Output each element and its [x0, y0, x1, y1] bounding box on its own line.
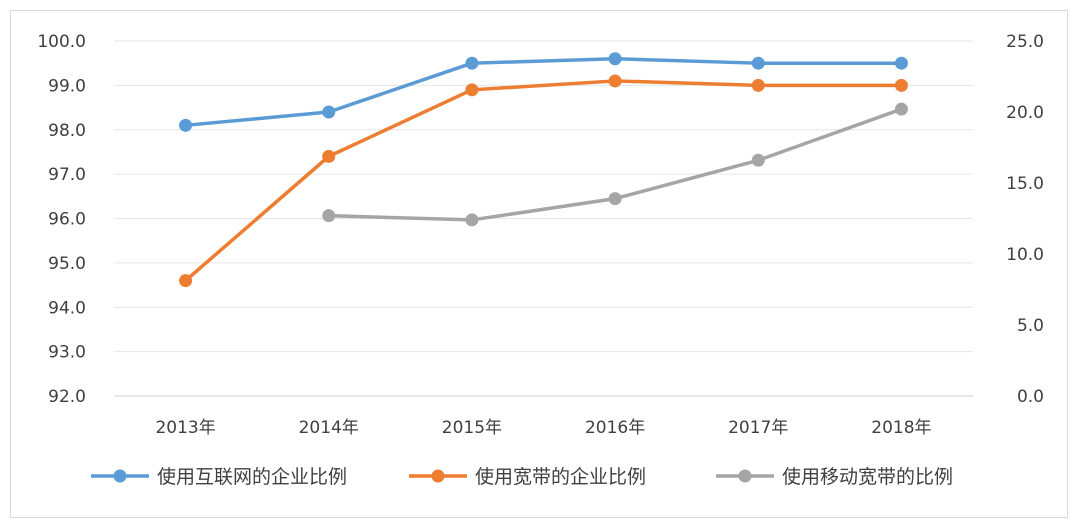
series-1-point — [894, 56, 908, 70]
legend-label: 使用移动宽带的比例 — [782, 466, 953, 488]
series-line-1 — [185, 57, 902, 128]
legend-label: 使用互联网的企业比例 — [157, 466, 347, 488]
y-right-tick-label: 20.0 — [1006, 103, 1044, 123]
series-1-point — [465, 56, 479, 70]
series-3-point — [751, 153, 765, 167]
series-3-point — [608, 192, 622, 206]
y-left-tick-label: 98.0 — [48, 121, 86, 141]
legend-swatch-marker — [113, 469, 127, 483]
right-y-axis: 0.0 5.0 10.0 15.0 20.0 25.0 — [1006, 32, 1044, 407]
y-left-tick-label: 95.0 — [48, 254, 86, 274]
series-2-point — [179, 274, 193, 288]
series-3-point — [894, 102, 908, 116]
y-left-tick-label: 92.0 — [48, 387, 86, 407]
series-2-point — [751, 78, 765, 92]
x-tick-label: 2013年 — [155, 418, 215, 438]
series-1-point — [608, 52, 622, 66]
y-right-tick-label: 15.0 — [1006, 174, 1044, 194]
series-1-point — [322, 105, 336, 119]
y-left-tick-label: 100.0 — [37, 32, 86, 52]
series-2-point — [465, 83, 479, 97]
series-3-point — [465, 213, 479, 227]
series-lines — [179, 52, 908, 288]
x-axis: 2013年 2014年 2015年 2016年 2017年 2018年 — [155, 418, 931, 438]
line-chart: 92.0 93.0 94.0 95.0 96.0 97.0 98.0 99.0 100.0 0.… — [37, 32, 1044, 488]
chart-frame: 92.0 93.0 94.0 95.0 96.0 97.0 98.0 99.0 100.0 0.… — [10, 10, 1068, 518]
gridlines — [114, 40, 973, 397]
x-tick-label: 2016年 — [585, 418, 645, 438]
legend-swatch-marker — [738, 469, 752, 483]
y-left-tick-label: 99.0 — [48, 76, 86, 96]
series-3-point — [322, 209, 336, 223]
y-left-tick-label: 96.0 — [48, 210, 86, 230]
legend-label: 使用宽带的企业比例 — [475, 466, 646, 488]
y-right-tick-label: 10.0 — [1006, 245, 1044, 265]
series-line-2 — [184, 79, 902, 282]
legend-swatch-marker — [431, 469, 445, 483]
series-1-point — [751, 56, 765, 70]
legend: 使用互联网的企业比例 使用宽带的企业比例 使用移动宽带的比例 — [91, 466, 953, 488]
series-2-point — [608, 74, 622, 88]
y-right-tick-label: 25.0 — [1006, 32, 1044, 52]
series-1-point — [179, 118, 193, 132]
y-left-tick-label: 93.0 — [48, 343, 86, 363]
x-tick-label: 2014年 — [299, 418, 359, 438]
y-right-tick-label: 5.0 — [1017, 316, 1044, 336]
x-tick-label: 2017年 — [728, 418, 788, 438]
y-left-tick-label: 94.0 — [48, 298, 86, 318]
x-tick-label: 2015年 — [442, 418, 502, 438]
y-right-tick-label: 0.0 — [1017, 387, 1044, 407]
series-2-point — [322, 149, 336, 163]
x-tick-label: 2018年 — [871, 418, 931, 438]
left-y-axis: 92.0 93.0 94.0 95.0 96.0 97.0 98.0 99.0 100.0 — [37, 32, 86, 407]
y-left-tick-label: 97.0 — [48, 165, 86, 185]
series-2-point — [894, 78, 908, 92]
